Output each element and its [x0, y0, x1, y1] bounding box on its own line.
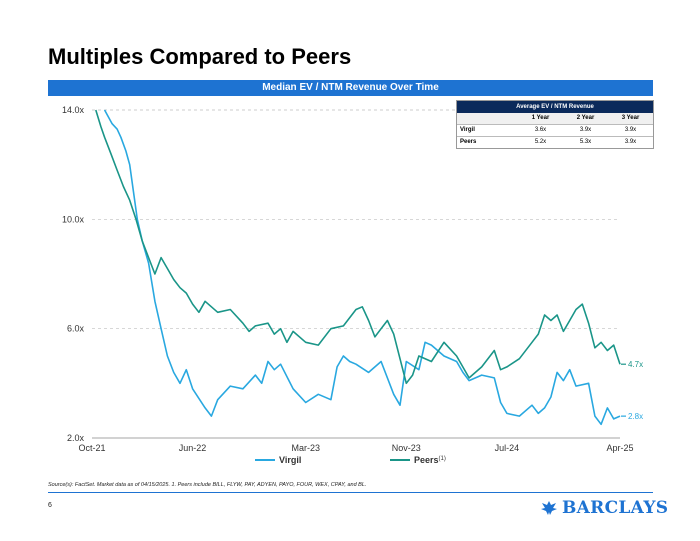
y-tick-label: 14.0x	[62, 105, 85, 115]
series-line-peers	[95, 109, 621, 385]
table-cell: 5.2x	[534, 139, 547, 145]
eagle-icon	[541, 501, 557, 515]
end-value-label: 4.7x	[628, 360, 643, 369]
table-header-row: 1 Year 2 Year 3 Year	[457, 113, 653, 125]
legend-label: Virgil	[279, 455, 301, 465]
end-value-label: 2.8x	[628, 412, 643, 421]
table-header-cell: 2 Year	[576, 115, 595, 121]
footer-divider	[48, 492, 653, 493]
table-cell: 5.3x	[579, 139, 592, 145]
x-tick-label: Nov-23	[392, 443, 421, 453]
y-tick-label: 10.0x	[62, 214, 85, 224]
x-tick-label: Jul-24	[495, 443, 520, 453]
table-cell: 3.9x	[624, 139, 637, 145]
brand-name: BARCLAYS	[562, 498, 669, 518]
x-tick-label: Apr-25	[606, 443, 633, 453]
barclays-logo: BARCLAYS	[540, 498, 668, 518]
page-number: 6	[48, 502, 52, 509]
table-cell: 3.6x	[534, 127, 547, 133]
table-header-cell: 3 Year	[621, 115, 640, 121]
table-row: Peers 5.2x 5.3x 3.9x	[457, 137, 653, 148]
chart-banner: Median EV / NTM Revenue Over Time	[48, 80, 653, 96]
page-title: Multiples Compared to Peers	[48, 44, 352, 69]
legend-label: Peers(1)	[414, 455, 446, 465]
average-ev-ntm-table: Average EV / NTM Revenue 1 Year 2 Year 3…	[456, 100, 654, 149]
source-note: Source(s): FactSet. Market data as of 04…	[48, 482, 367, 488]
legend-footnote-ref: (1)	[439, 456, 446, 462]
table-cell: 3.9x	[624, 127, 637, 133]
x-tick-label: Oct-21	[78, 443, 105, 453]
table-cell: 3.9x	[579, 127, 592, 133]
series-line-virgil	[103, 109, 621, 426]
ev-ntm-revenue-chart: 2.0x 6.0x 10.0x 14.0x Oct-21 Jun-22 Mar-23 Nov-…	[62, 105, 643, 465]
x-tick-label: Mar-23	[291, 443, 320, 453]
table-title: Average EV / NTM Revenue	[457, 101, 653, 113]
table-header-cell: 1 Year	[531, 115, 550, 121]
table-row-label: Peers	[460, 139, 477, 145]
x-tick-label: Jun-22	[179, 443, 207, 453]
table-row: Virgil 3.6x 3.9x 3.9x	[457, 125, 653, 137]
table-header-cell	[457, 113, 518, 124]
y-tick-label: 6.0x	[67, 324, 85, 334]
table-row-label: Virgil	[460, 127, 475, 133]
y-tick-label: 2.0x	[67, 433, 85, 443]
